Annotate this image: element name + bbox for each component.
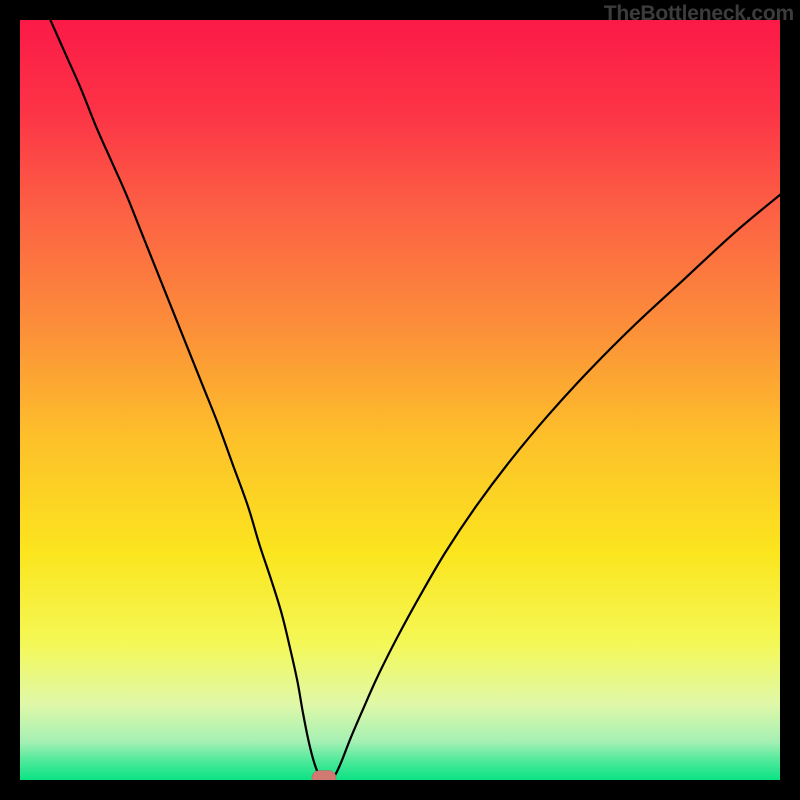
watermark-text: TheBottleneck.com (604, 2, 794, 26)
bottleneck-chart (0, 0, 800, 800)
plot-background (20, 20, 780, 780)
chart-container: TheBottleneck.com (0, 0, 800, 800)
